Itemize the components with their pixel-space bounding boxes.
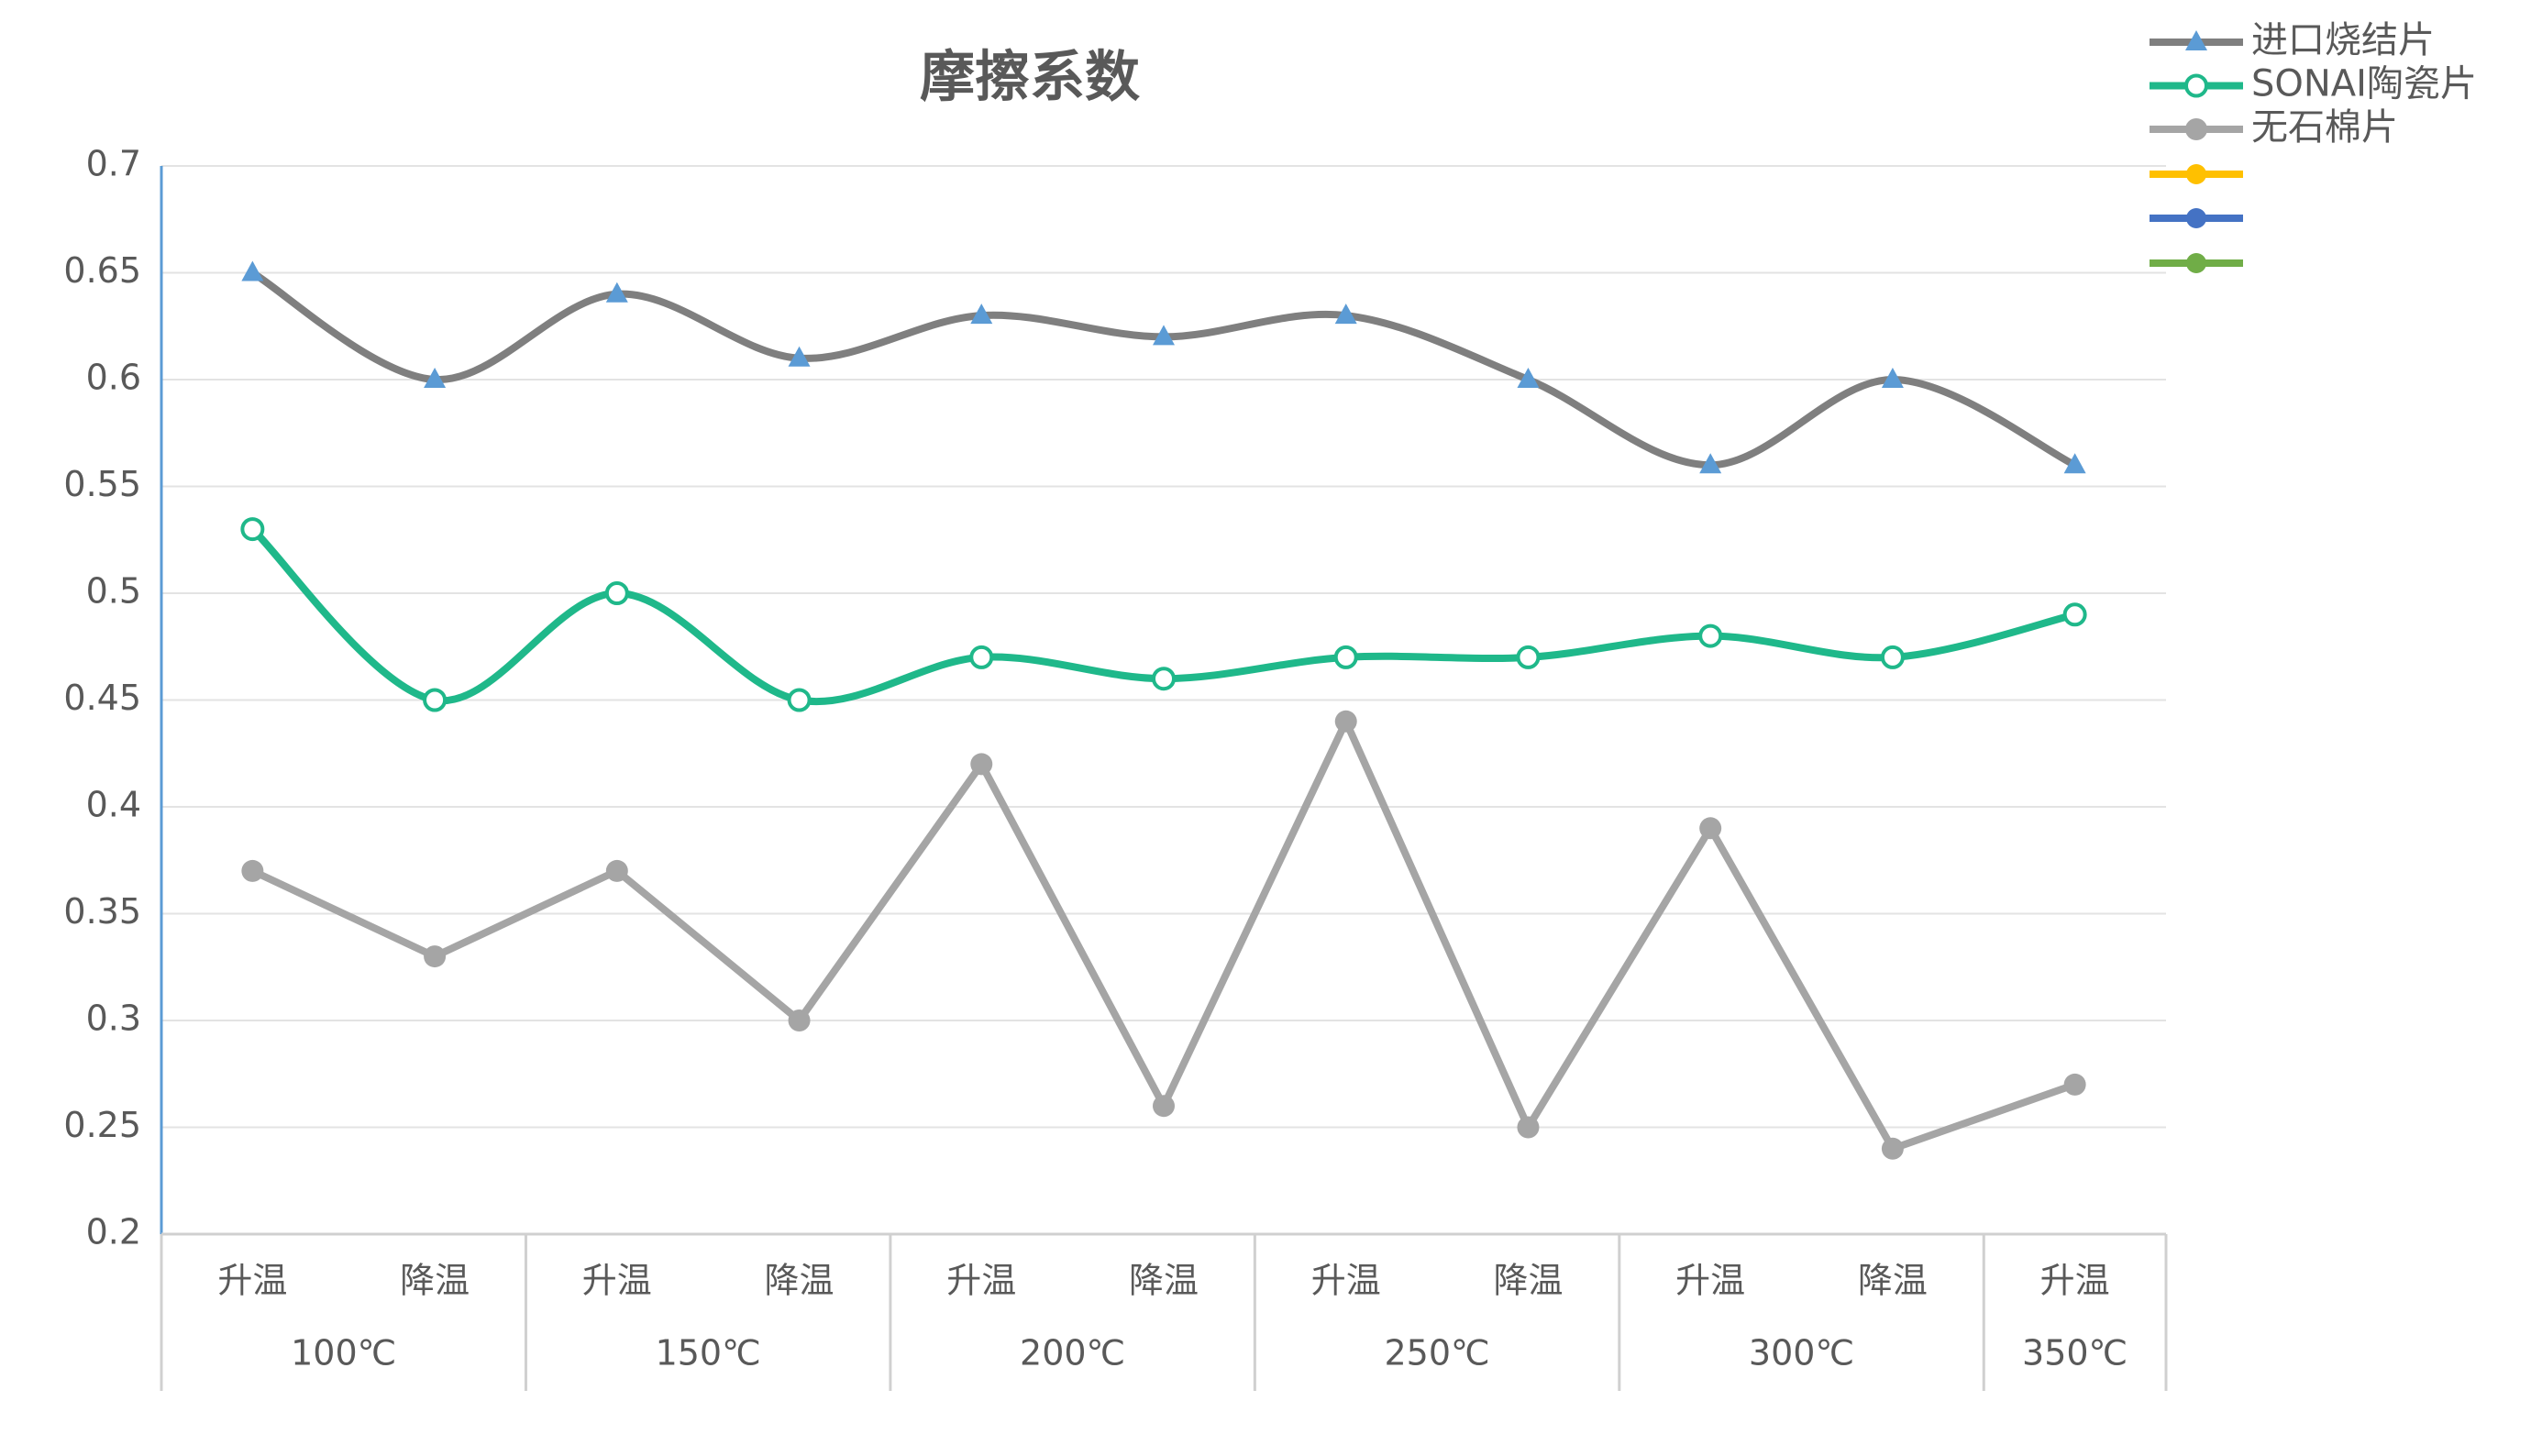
- series-line: [249, 526, 2076, 705]
- group-label: 200℃: [1020, 1333, 1125, 1373]
- point: [605, 859, 628, 882]
- point: [1881, 1137, 1904, 1160]
- legend-label: 无石棉片: [2251, 106, 2398, 149]
- x-tick-label: 升温: [1311, 1261, 1381, 1301]
- group-label: 100℃: [291, 1333, 396, 1373]
- point: [605, 281, 628, 303]
- x-tick-label: 升温: [217, 1261, 287, 1301]
- chart-title: 摩擦系数: [920, 46, 1140, 110]
- x-tick-label: 升温: [582, 1261, 652, 1301]
- point: [788, 1009, 811, 1031]
- legend-marker-blank: [2186, 253, 2206, 273]
- point: [241, 859, 264, 882]
- legend-marker: [2185, 30, 2207, 50]
- y-tick-label: 0.6: [86, 358, 141, 398]
- point: [241, 260, 264, 281]
- point: [1152, 667, 1176, 691]
- point: [1153, 325, 1175, 346]
- point: [1698, 623, 1723, 648]
- legend-marker-blank: [2186, 208, 2206, 228]
- point: [604, 581, 629, 605]
- x-tick-label: 降温: [1858, 1261, 1928, 1301]
- point: [1333, 645, 1358, 669]
- x-tick-label: 降温: [1493, 1261, 1563, 1301]
- group-label: 250℃: [1384, 1333, 1489, 1373]
- group-label: 150℃: [656, 1333, 761, 1373]
- x-tick-label: 降温: [765, 1261, 834, 1301]
- legend-marker-blank: [2186, 164, 2206, 184]
- legend-label: SONAI陶瓷片: [2251, 63, 2477, 105]
- x-tick-label: 降温: [1129, 1261, 1199, 1301]
- point: [1517, 1116, 1540, 1139]
- y-tick-label: 0.2: [86, 1212, 141, 1252]
- x-tick-label: 升温: [1675, 1261, 1745, 1301]
- y-tick-label: 0.7: [86, 144, 141, 184]
- point: [1334, 303, 1357, 325]
- point: [1517, 368, 1540, 388]
- point: [1334, 710, 1357, 733]
- point: [423, 688, 448, 712]
- point: [1153, 1095, 1175, 1118]
- legend-marker: [2184, 73, 2208, 98]
- point: [969, 645, 994, 669]
- point: [1881, 368, 1904, 388]
- point: [970, 753, 993, 776]
- y-tick-label: 0.3: [86, 998, 141, 1039]
- legend-label: 进口烧结片: [2251, 19, 2435, 61]
- x-tick-label: 降温: [400, 1261, 470, 1301]
- point: [970, 303, 993, 325]
- group-label: 350℃: [2022, 1333, 2128, 1373]
- point: [240, 517, 265, 542]
- legend-marker: [2185, 118, 2207, 140]
- group-label: 300℃: [1749, 1333, 1854, 1373]
- point: [1699, 817, 1722, 840]
- point: [1880, 645, 1905, 669]
- y-tick-label: 0.4: [86, 785, 141, 825]
- y-tick-label: 0.25: [63, 1105, 141, 1145]
- y-tick-label: 0.65: [63, 250, 141, 291]
- x-tick-label: 升温: [946, 1261, 1016, 1301]
- point: [2062, 602, 2087, 627]
- y-tick-label: 0.35: [63, 891, 141, 932]
- point: [2063, 453, 2086, 474]
- y-tick-label: 0.55: [63, 464, 141, 504]
- point: [787, 688, 812, 712]
- point: [2063, 1073, 2086, 1096]
- point: [424, 368, 447, 388]
- y-tick-label: 0.5: [86, 571, 141, 612]
- point: [424, 945, 447, 968]
- point: [1516, 645, 1541, 669]
- point: [1699, 453, 1722, 474]
- y-tick-label: 0.45: [63, 678, 141, 718]
- point: [788, 346, 811, 367]
- x-tick-label: 升温: [2040, 1261, 2110, 1301]
